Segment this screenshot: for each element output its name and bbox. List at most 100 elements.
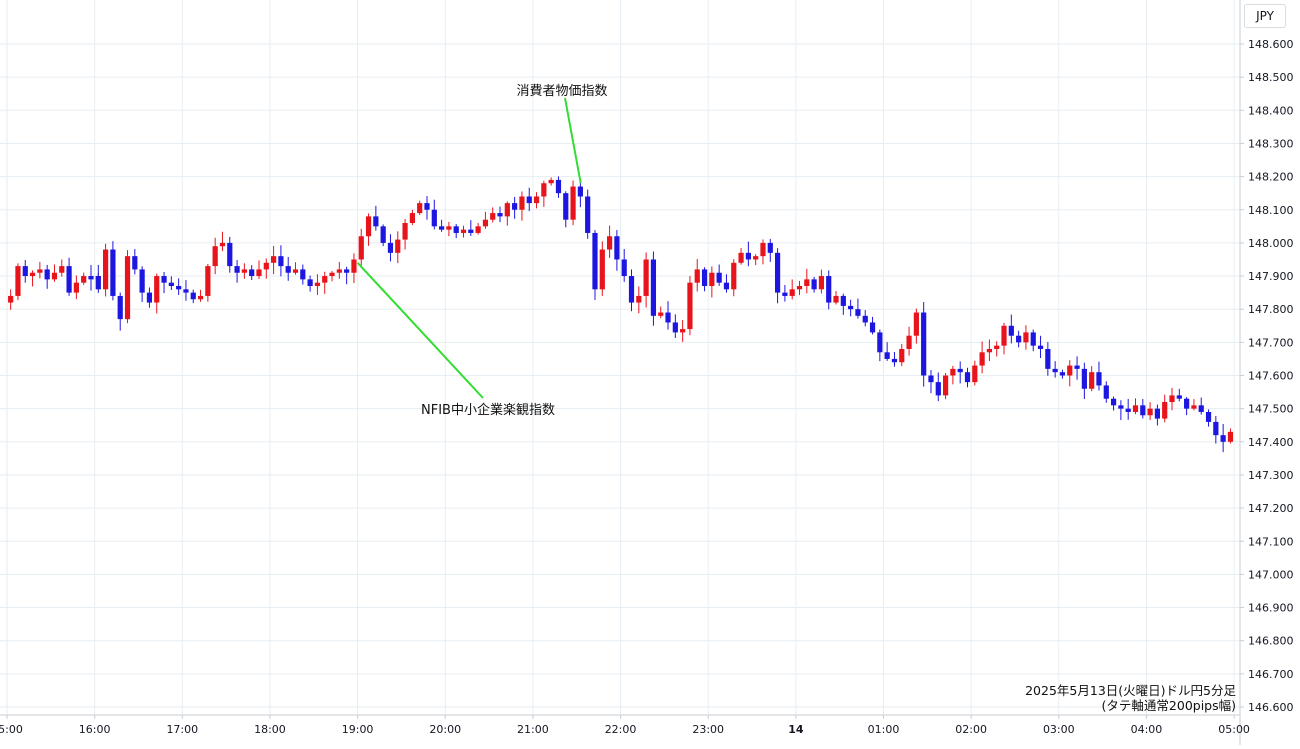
candle-body	[1008, 325, 1014, 336]
y-tick-label: 147.600	[1248, 370, 1294, 383]
candle-body	[1169, 395, 1175, 403]
x-tick-label: 16:00	[79, 723, 111, 736]
candle	[665, 301, 671, 330]
candle-body	[767, 242, 773, 253]
candle	[585, 189, 591, 239]
candle-body	[818, 276, 825, 290]
candle-body	[716, 272, 722, 283]
candle-body	[921, 312, 927, 376]
candle	[292, 262, 299, 275]
candle-body	[636, 295, 642, 303]
candle-body	[161, 276, 167, 283]
candle	[942, 372, 949, 400]
candle	[263, 258, 269, 279]
candle	[402, 219, 408, 250]
candle	[687, 276, 693, 336]
candle-body	[811, 279, 817, 290]
candle	[344, 266, 350, 285]
candle-body	[650, 259, 657, 316]
candle	[1008, 314, 1014, 344]
candle-body	[168, 282, 174, 286]
candle-body	[241, 269, 247, 273]
y-tick-label: 147.300	[1248, 469, 1294, 482]
candle	[307, 275, 313, 292]
candle-body	[789, 289, 795, 296]
candle-body	[745, 252, 751, 260]
candle	[124, 250, 131, 324]
candle-body	[1140, 405, 1146, 416]
candle	[446, 221, 452, 237]
candle	[694, 258, 700, 292]
candle	[833, 290, 839, 305]
candle-body	[1001, 325, 1007, 346]
candle	[322, 271, 328, 294]
candle	[183, 280, 189, 301]
candle	[979, 341, 985, 374]
candle	[782, 285, 788, 302]
candle-body	[694, 269, 700, 283]
candle	[899, 343, 905, 367]
candle-body	[840, 295, 846, 306]
candle	[1110, 396, 1117, 411]
time-axis: 15:00 16:00 17:00 18:00 19:00 20:00 21:00 22:00…	[0, 715, 1250, 736]
candle-body	[482, 219, 489, 227]
candle-body	[271, 256, 277, 263]
candle	[1176, 388, 1182, 402]
candle-body	[314, 282, 321, 286]
candle	[249, 265, 255, 281]
candle-body	[599, 249, 605, 290]
candle	[22, 260, 28, 283]
candle	[928, 370, 934, 394]
candle	[1096, 361, 1102, 391]
candle	[1140, 399, 1146, 419]
candle-body	[409, 213, 415, 224]
candle	[789, 279, 795, 300]
y-tick-label: 148.100	[1248, 204, 1294, 217]
candle	[994, 341, 1000, 357]
candle-body	[913, 312, 919, 336]
candle-body	[344, 269, 350, 273]
candle	[1059, 369, 1066, 379]
x-tick-label: 20:00	[429, 723, 461, 736]
candle-body	[1213, 421, 1219, 436]
candle	[512, 196, 518, 219]
candle-body	[753, 256, 759, 260]
candle	[504, 201, 510, 226]
y-tick-label: 148.400	[1248, 104, 1294, 117]
candle	[592, 230, 598, 300]
x-tick-label: 02:00	[955, 723, 987, 736]
candle-body	[227, 242, 233, 267]
price-axis: 148.600 148.500 148.400 148.300 148.200 148.1…	[1240, 38, 1294, 714]
candle	[1103, 381, 1109, 403]
candle	[767, 238, 773, 262]
candle	[628, 269, 635, 312]
candle-body	[606, 236, 613, 250]
candle	[482, 211, 489, 229]
candle	[519, 191, 525, 221]
candle-body	[782, 292, 788, 296]
candle-body	[424, 203, 430, 210]
candle-body	[73, 282, 79, 293]
candle	[497, 206, 503, 223]
candle	[986, 339, 993, 361]
candle-body	[519, 196, 525, 210]
candle-body	[124, 256, 131, 320]
candle	[738, 248, 744, 265]
candle-body	[1096, 372, 1102, 386]
candle	[577, 179, 583, 208]
candle	[643, 252, 649, 308]
candle	[8, 289, 14, 310]
candle	[59, 259, 65, 277]
candle	[862, 310, 868, 327]
currency-badge[interactable]: JPY	[1244, 4, 1286, 28]
candle-body	[8, 295, 14, 303]
candle-body	[1016, 335, 1022, 343]
candle	[438, 219, 445, 232]
candle	[490, 207, 496, 223]
candle-body	[1045, 348, 1051, 369]
candle-body	[37, 269, 43, 273]
candle-body	[1110, 398, 1117, 406]
candle-body	[380, 226, 386, 243]
candle	[884, 342, 890, 361]
